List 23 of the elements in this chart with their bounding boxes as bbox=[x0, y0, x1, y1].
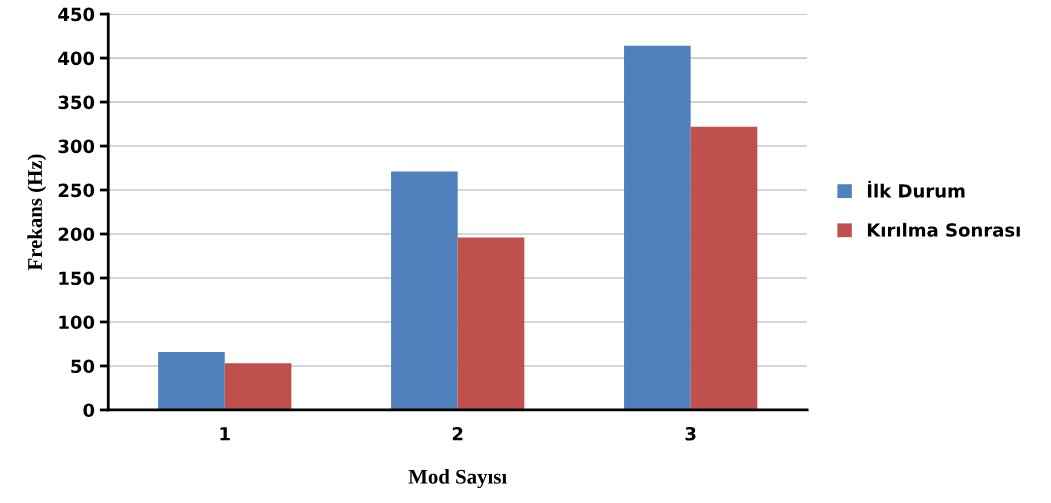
bar bbox=[624, 45, 691, 410]
bar bbox=[690, 126, 758, 410]
bar bbox=[158, 351, 225, 410]
y-tick-label: 450 bbox=[58, 7, 95, 22]
bar bbox=[391, 171, 458, 410]
legend-label: Kırılma Sonrası bbox=[867, 222, 1020, 237]
x-axis-title: Mod Sayısı bbox=[408, 469, 507, 489]
y-axis-title: Frekans (Hz) bbox=[27, 154, 47, 271]
y-tick-label: 150 bbox=[59, 271, 95, 286]
x-tick-label: 2 bbox=[452, 426, 463, 441]
y-tick-label: 100 bbox=[59, 315, 95, 330]
y-tick-label: 50 bbox=[71, 359, 95, 374]
y-tick-label: 400 bbox=[58, 51, 95, 66]
y-tick-label: 350 bbox=[58, 95, 95, 110]
x-tick-label: 1 bbox=[220, 427, 230, 441]
bar bbox=[457, 237, 525, 410]
y-tick-label: 0 bbox=[83, 403, 95, 418]
y-tick-label: 250 bbox=[58, 183, 95, 198]
x-tick-label: 3 bbox=[685, 426, 696, 441]
y-tick-label: 300 bbox=[58, 139, 95, 154]
y-tick-label: 200 bbox=[58, 227, 95, 242]
bar bbox=[224, 363, 292, 410]
legend-label: İlk Durum bbox=[867, 180, 965, 198]
